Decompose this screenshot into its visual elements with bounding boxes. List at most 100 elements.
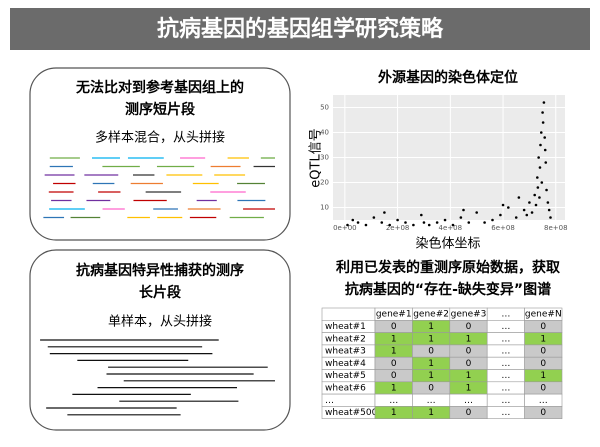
- point: [539, 131, 543, 134]
- point: [388, 223, 391, 227]
- cell-text: 0: [391, 322, 397, 332]
- point: [517, 196, 521, 199]
- row-header: wheat#6: [325, 383, 366, 393]
- point: [356, 221, 360, 224]
- caption: 利用已发表的重测序原始数据，获取: [336, 259, 561, 276]
- y-axis-label: eQTL信号: [309, 128, 324, 187]
- point: [542, 101, 546, 104]
- point: [541, 121, 545, 124]
- point: [467, 221, 471, 224]
- point: [383, 211, 386, 214]
- row-header: wheat#1: [325, 322, 366, 332]
- point: [541, 111, 544, 114]
- box-title: 长片段: [139, 284, 181, 301]
- table-cell: [524, 406, 563, 419]
- row-header: wheat#5: [325, 371, 366, 381]
- cell-text: …: [539, 396, 548, 406]
- header-title: 抗病基因的基因组学研究策略: [157, 16, 444, 42]
- point: [427, 223, 431, 227]
- cell-text: 0: [540, 359, 546, 369]
- point: [507, 206, 510, 209]
- column-header: gene#3: [451, 310, 487, 320]
- row-header: wheat#2: [325, 334, 366, 344]
- cell-text: 1: [466, 334, 472, 344]
- column-header: …: [501, 310, 510, 320]
- point: [491, 218, 494, 222]
- cell-text: …: [501, 347, 510, 357]
- point: [525, 213, 529, 217]
- point: [536, 186, 540, 189]
- point: [501, 203, 505, 207]
- cell-text: …: [501, 334, 510, 344]
- table-cell: [321, 307, 376, 321]
- point: [443, 218, 447, 222]
- cell-text: 0: [540, 322, 546, 332]
- point: [538, 166, 542, 169]
- point: [522, 208, 526, 212]
- point: [346, 223, 349, 227]
- y-tick-label: 30: [320, 154, 329, 162]
- x-tick-label: 8e+08: [544, 224, 568, 232]
- point: [351, 218, 355, 222]
- cell-text: 0: [428, 383, 434, 393]
- row-header: wheat#3: [325, 347, 366, 357]
- point: [530, 211, 534, 214]
- chart-title: 外源基因的染色体定位: [378, 69, 518, 86]
- cell-text: 1: [466, 383, 472, 393]
- cell-text: 0: [540, 383, 546, 393]
- point: [451, 223, 455, 227]
- cell-text: 1: [391, 347, 397, 357]
- row-header: …: [325, 396, 334, 406]
- point: [539, 143, 542, 147]
- point: [420, 213, 423, 217]
- cell-text: 0: [391, 371, 397, 381]
- point: [546, 201, 550, 204]
- cell-text: 0: [466, 347, 472, 357]
- box-title: 无法比对到参考基因组上的: [75, 79, 244, 96]
- cell-text: …: [427, 396, 436, 406]
- cell-text: 0: [540, 408, 546, 418]
- long-reads-illustration: [40, 339, 275, 416]
- point: [547, 208, 551, 212]
- column-header: gene#N: [525, 310, 562, 320]
- cell-text: …: [501, 322, 510, 332]
- y-tick-label: 10: [320, 204, 329, 212]
- point: [422, 221, 426, 224]
- cell-text: …: [501, 383, 510, 393]
- cell-text: 1: [428, 408, 434, 418]
- cell-text: …: [501, 371, 510, 381]
- row-header: wheat#4: [325, 359, 366, 369]
- cell-text: 0: [466, 322, 472, 332]
- scatter-chart: 10 20 30 40 50 0e+00 2e+08 4e+08 6e+08 8e+08: [320, 95, 568, 232]
- point: [499, 213, 502, 217]
- cell-text: …: [501, 396, 510, 406]
- cell-text: 0: [466, 408, 472, 418]
- point: [536, 176, 539, 179]
- point: [364, 223, 368, 227]
- cell-text: 1: [428, 371, 434, 381]
- point: [534, 203, 538, 207]
- caption: 抗病基因的“存在-缺失变异”图谱: [345, 281, 551, 298]
- cell-text: …: [389, 396, 398, 406]
- box-title: 测序短片段: [125, 101, 195, 118]
- cell-text: 0: [540, 347, 546, 357]
- box-subtitle: 多样本混合，从头拼接: [95, 130, 225, 146]
- cell-text: 1: [428, 334, 434, 344]
- point: [475, 211, 478, 214]
- point: [543, 136, 546, 139]
- cell-text: 1: [428, 359, 434, 369]
- point: [404, 221, 407, 224]
- point: [380, 221, 384, 224]
- x-tick-label: 2e+08: [386, 224, 410, 232]
- point: [396, 218, 399, 222]
- short-reads-illustration: [43, 157, 275, 219]
- point: [435, 221, 439, 224]
- x-tick-label: 6e+08: [491, 224, 515, 232]
- x-tick-label: 0e+00: [333, 224, 357, 232]
- y-tick-label: 50: [320, 104, 329, 112]
- cell-text: 1: [428, 322, 434, 332]
- point: [372, 216, 376, 219]
- column-header: gene#2: [413, 310, 449, 320]
